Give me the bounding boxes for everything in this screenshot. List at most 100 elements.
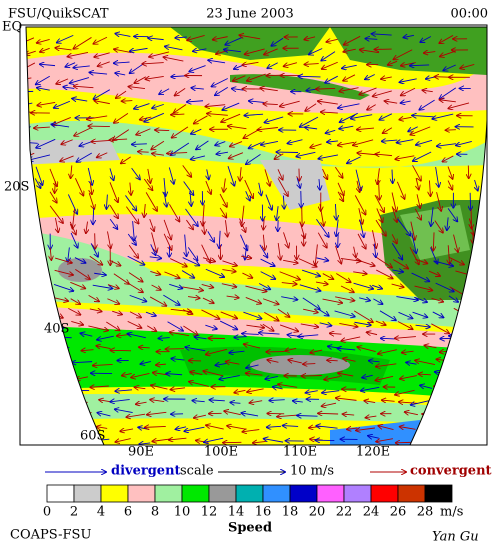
wind-vector — [242, 205, 244, 226]
wind-vector — [265, 194, 272, 210]
wind-vector — [347, 156, 361, 163]
wind-vector — [88, 193, 94, 209]
wind-vector — [360, 50, 380, 54]
wind-vector — [428, 425, 449, 429]
wind-vector — [213, 37, 228, 40]
wind-vector — [434, 220, 443, 233]
wind-vector — [65, 62, 76, 67]
wind-vector — [110, 139, 128, 140]
lon-label: 120E — [356, 445, 390, 460]
wind-vector — [335, 203, 336, 220]
wind-vector — [459, 414, 474, 417]
colorbar-tick: 0 — [43, 505, 51, 520]
wind-vector — [70, 232, 78, 248]
wind-vector — [26, 359, 33, 362]
wind-vector — [260, 271, 276, 279]
wind-vector — [422, 90, 433, 92]
wind-vector — [159, 88, 170, 94]
wind-vector — [344, 35, 361, 44]
wind-vector — [410, 221, 415, 240]
wind-vector — [73, 37, 92, 48]
wind-vector — [128, 87, 146, 89]
wind-vector — [52, 387, 71, 388]
wind-vector — [339, 322, 357, 326]
wind-vector — [205, 324, 217, 329]
wind-vector — [318, 154, 339, 159]
wind-vector — [322, 403, 337, 406]
colorbar-label: Speed — [228, 521, 272, 536]
wind-vector — [318, 308, 328, 315]
wind-vector — [168, 167, 174, 183]
wind-vector — [50, 247, 51, 260]
wind-vector — [459, 440, 471, 441]
wind-vector — [385, 101, 398, 103]
divergent-label: divergent — [111, 464, 181, 479]
wind-vector — [321, 51, 336, 61]
wind-vector — [184, 426, 205, 431]
wind-vector — [359, 87, 377, 95]
wind-vector — [424, 345, 437, 347]
wind-vector — [283, 232, 288, 247]
wind-vector — [194, 115, 208, 124]
wind-vector — [278, 384, 298, 388]
wind-vector — [277, 169, 283, 179]
wind-vector — [93, 36, 108, 44]
colorbar-tick: 2 — [70, 505, 78, 520]
colorbar-box — [100, 484, 129, 503]
wind-vector — [245, 285, 266, 291]
wind-vector — [94, 101, 110, 104]
wind-vector — [397, 321, 413, 329]
wind-vector — [310, 350, 323, 353]
wind-vector — [71, 165, 72, 178]
wind-vector — [113, 129, 130, 141]
wind-vector — [138, 152, 149, 153]
colorbar-box — [343, 484, 372, 503]
wind-vector — [327, 141, 338, 142]
wind-vector — [260, 88, 278, 91]
header-left: FSU/QuikSCAT — [8, 7, 109, 22]
wind-vector — [189, 65, 206, 72]
wind-vector — [400, 375, 417, 379]
wind-vector — [249, 142, 262, 149]
wind-vector — [30, 246, 40, 261]
wind-vector — [33, 284, 49, 290]
wind-vector — [40, 48, 50, 52]
wind-vector — [279, 271, 300, 280]
wind-vector — [429, 180, 430, 196]
wind-vector — [432, 113, 454, 119]
wind-vector — [87, 167, 92, 185]
wind-vector — [175, 37, 187, 38]
wind-vector — [338, 103, 360, 108]
wind-vector — [376, 438, 394, 442]
wind-vector — [215, 141, 226, 146]
wind-vector — [191, 88, 204, 89]
wind-vector — [114, 62, 130, 63]
wind-vector — [262, 323, 274, 331]
wind-vector — [298, 335, 319, 337]
wind-vector — [336, 398, 357, 400]
wind-vector — [453, 234, 458, 252]
wind-vector — [302, 297, 320, 309]
wind-vector — [283, 426, 299, 427]
wind-vector — [373, 90, 392, 96]
colorbar-box — [181, 484, 210, 503]
wind-vector — [115, 409, 133, 413]
wind-vector — [170, 332, 190, 337]
wind-vector — [26, 77, 32, 81]
wind-vector — [469, 274, 481, 276]
wind-vector — [122, 101, 133, 102]
wind-vector — [99, 400, 112, 402]
wind-vector — [90, 386, 109, 387]
wind-vector — [131, 372, 150, 377]
header-center: 23 June 2003 — [206, 7, 294, 22]
wind-vector — [91, 140, 110, 141]
wind-vector — [128, 334, 146, 339]
wind-vector — [239, 35, 261, 40]
wind-vector — [247, 388, 264, 392]
wind-vector — [115, 390, 133, 391]
wind-vector — [55, 181, 56, 193]
wind-vector — [316, 88, 336, 89]
lat-label: EQ — [2, 20, 22, 35]
wind-vector — [97, 152, 108, 158]
wind-vector — [73, 66, 90, 68]
